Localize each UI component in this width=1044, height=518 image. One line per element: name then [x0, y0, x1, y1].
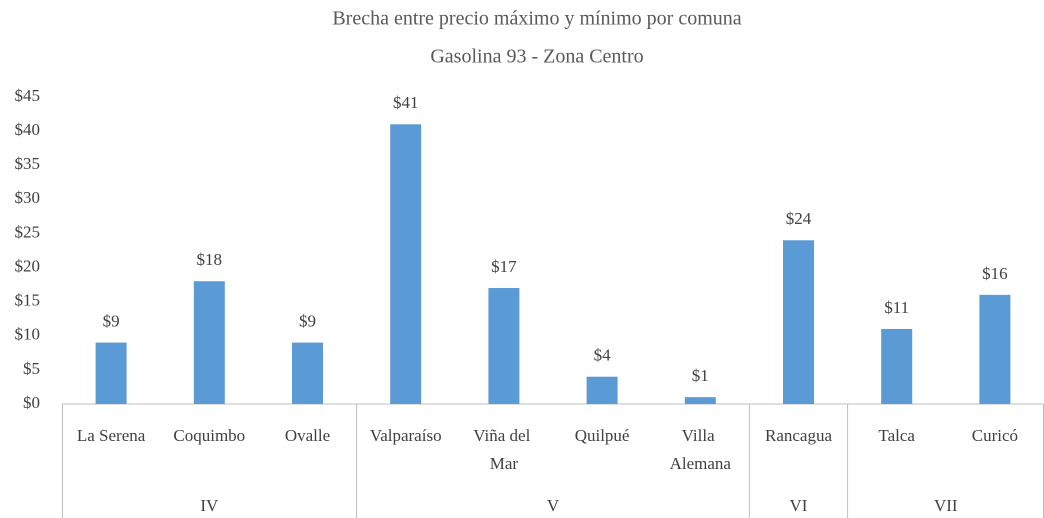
- data-label: $9: [299, 312, 316, 331]
- x-tick-label: Viña del Mar: [473, 426, 534, 473]
- y-tick-label: $20: [15, 256, 41, 275]
- y-tick-label: $25: [15, 222, 41, 241]
- x-tick-label: La Serena: [77, 426, 146, 445]
- bar: [684, 397, 716, 404]
- x-tick-label: Coquimbo: [173, 426, 245, 445]
- x-tick-label: Quilpué: [575, 426, 630, 445]
- data-label: $18: [197, 250, 223, 269]
- data-label: $1: [692, 366, 709, 385]
- bar: [586, 376, 618, 404]
- x-tick-label: Ovalle: [285, 426, 330, 445]
- y-tick-label: $40: [15, 120, 41, 139]
- bar: [292, 342, 323, 404]
- y-tick-label: $10: [15, 325, 41, 344]
- data-label: $9: [103, 312, 120, 331]
- group-label: IV: [200, 496, 219, 515]
- chart-subtitle: Gasolina 93 - Zona Centro: [430, 46, 643, 68]
- y-tick-label: $15: [15, 291, 41, 310]
- data-label: $4: [594, 346, 612, 365]
- x-tick-label: Villa Alemana: [670, 426, 732, 473]
- bar: [488, 288, 520, 404]
- bar: [390, 124, 422, 405]
- data-label: $16: [982, 264, 1008, 283]
- data-label: $11: [884, 298, 909, 317]
- bar: [979, 294, 1011, 404]
- x-tick-label: Rancagua: [765, 426, 832, 445]
- x-tick-label: Talca: [878, 426, 915, 445]
- x-tick-label: Curicó: [972, 426, 1018, 445]
- y-tick-label: $0: [23, 393, 40, 412]
- y-tick-label: $35: [15, 154, 41, 173]
- y-tick-label: $45: [15, 86, 41, 105]
- y-tick-label: $30: [15, 188, 41, 207]
- chart-title: Brecha entre precio máximo y mínimo por …: [332, 8, 741, 30]
- bar: [193, 281, 225, 404]
- data-label: $41: [393, 93, 419, 112]
- bar: [95, 342, 127, 404]
- data-label: $17: [491, 257, 517, 276]
- group-label: V: [547, 496, 560, 515]
- bar: [783, 240, 814, 404]
- bar: [881, 328, 913, 404]
- data-label: $24: [786, 209, 812, 228]
- group-label: VI: [790, 496, 808, 515]
- group-label: VII: [934, 496, 958, 515]
- x-tick-label: Valparaíso: [370, 426, 442, 445]
- y-tick-label: $5: [23, 359, 40, 378]
